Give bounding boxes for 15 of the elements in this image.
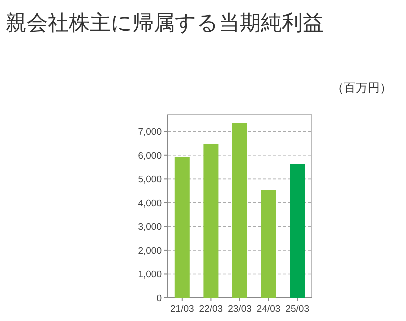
y-tick-label: 6,000 [138, 150, 162, 162]
y-tick-label: 0 [156, 294, 162, 304]
x-tick-label: 23/03 [228, 304, 252, 315]
ylabel: （百万円） [332, 81, 392, 95]
x-tick-label: 21/03 [170, 304, 194, 315]
x-tick-label: 25/03 [286, 304, 310, 315]
y-tick-label: 5,000 [138, 174, 162, 186]
title: 親会社株主に帰属する当期純利益 [6, 12, 324, 35]
y-tick-label: 4,000 [138, 198, 162, 210]
y-tick-label: 7,000 [138, 127, 162, 138]
x-tick-label: 22/03 [199, 304, 224, 315]
y-tick-label: 3,000 [138, 222, 162, 234]
y-tick-label: 1,000 [138, 270, 162, 281]
x-tick-label: 24/03 [256, 304, 281, 315]
y-tick-label: 2,000 [138, 246, 162, 257]
